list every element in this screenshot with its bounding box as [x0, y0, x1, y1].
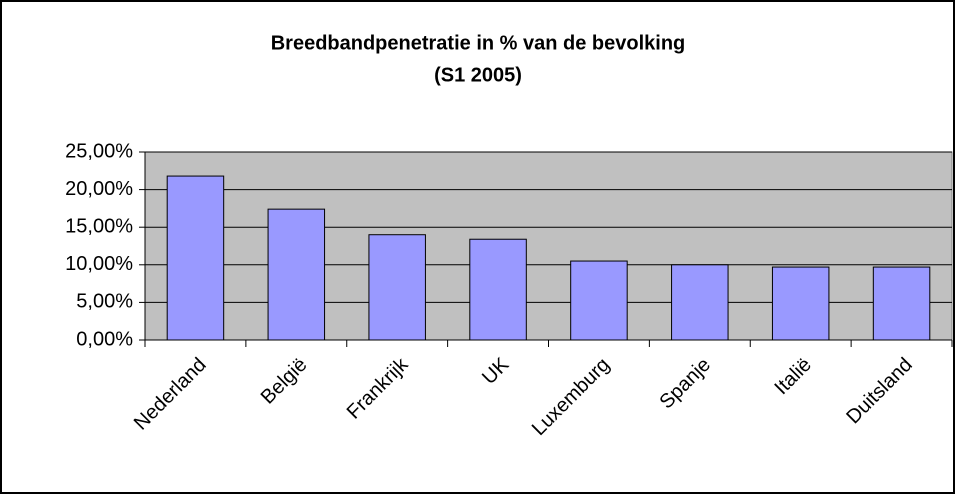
bar: [671, 264, 729, 341]
y-tick-label: 0,00%: [76, 328, 133, 350]
y-tick-label: 15,00%: [65, 215, 133, 237]
bar: [368, 234, 426, 341]
bar: [771, 266, 830, 341]
chart-subtitle: (S1 2005): [434, 64, 522, 86]
y-tick-label: 10,00%: [65, 253, 133, 275]
chart-title: Breedbandpenetratie in % van de bevolkin…: [271, 32, 686, 54]
bar: [570, 260, 628, 341]
bar: [872, 266, 931, 341]
y-tick-label: 5,00%: [76, 291, 133, 313]
bar: [166, 175, 225, 341]
plot-area: [144, 151, 953, 341]
y-tick-label: 20,00%: [65, 178, 133, 200]
bar: [469, 238, 527, 341]
bar: [267, 208, 326, 341]
y-tick-label: 25,00%: [65, 140, 133, 162]
